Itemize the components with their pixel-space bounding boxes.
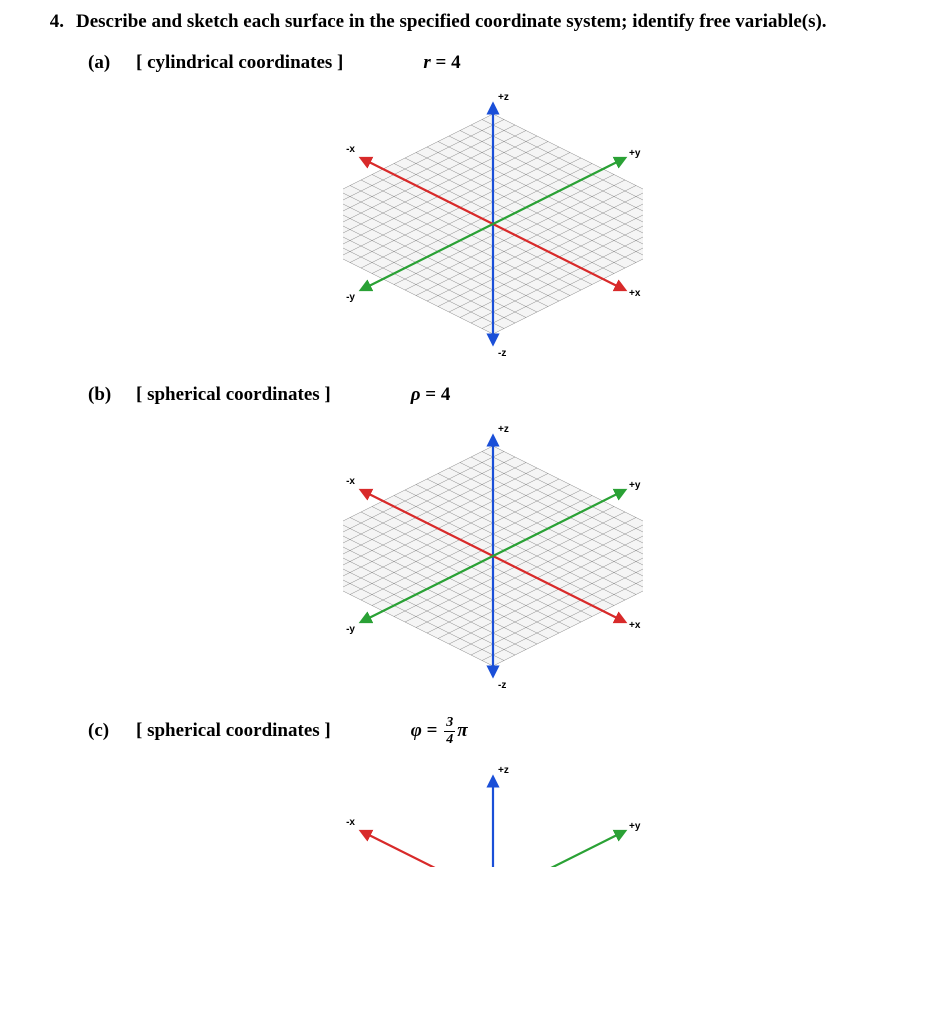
- axes-diagram-partial: +z -x +y: [343, 757, 643, 867]
- question-number: 4.: [40, 10, 76, 34]
- question-header: 4. Describe and sketch each surface in t…: [40, 10, 897, 34]
- svg-text:-z: -z: [498, 348, 506, 359]
- frac-numerator: 3: [444, 716, 455, 732]
- svg-text:+z: +z: [498, 424, 509, 435]
- part-c-axes: +z -x +y: [88, 757, 897, 867]
- axes-diagram: +z -x +y -z +x -y: [343, 416, 643, 696]
- part-c-equation: φ = 3 4 π: [411, 716, 468, 747]
- part-b-axes: +z -x +y -z +x -y: [88, 416, 897, 696]
- part-c-label: (c): [88, 720, 136, 742]
- svg-text:+z: +z: [498, 92, 509, 103]
- part-a-axes: +z -x +y -z +x -y: [88, 84, 897, 364]
- svg-text:-x: -x: [346, 476, 355, 487]
- svg-text:-z: -z: [498, 680, 506, 691]
- svg-text:-x: -x: [346, 144, 355, 155]
- frac-post: π: [457, 720, 467, 742]
- fraction: 3 4: [444, 716, 455, 747]
- part-b: (b) [ spherical coordinates ] ρ = 4 +z -x…: [88, 384, 897, 696]
- eq-rhs: = 4: [436, 52, 461, 74]
- svg-text:+y: +y: [629, 148, 641, 159]
- svg-text:-y: -y: [346, 624, 355, 635]
- svg-text:-x: -x: [346, 817, 355, 828]
- part-b-label: (b): [88, 384, 136, 406]
- eq-var: φ: [411, 720, 422, 742]
- frac-denominator: 4: [444, 732, 455, 747]
- svg-text:+y: +y: [629, 821, 641, 832]
- part-c-header: (c) [ spherical coordinates ] φ = 3 4 π: [88, 716, 897, 747]
- part-b-header: (b) [ spherical coordinates ] ρ = 4: [88, 384, 897, 406]
- part-a-label: (a): [88, 52, 136, 74]
- svg-text:+y: +y: [629, 480, 641, 491]
- part-a-header: (a) [ cylindrical coordinates ] r = 4: [88, 52, 897, 74]
- eq-rhs: = 4: [425, 384, 450, 406]
- eq-var: r: [423, 52, 430, 74]
- axes-diagram: +z -x +y -z +x -y: [343, 84, 643, 364]
- part-c: (c) [ spherical coordinates ] φ = 3 4 π …: [88, 716, 897, 867]
- question-prompt: Describe and sketch each surface in the …: [76, 10, 897, 34]
- svg-text:-y: -y: [346, 292, 355, 303]
- page: 4. Describe and sketch each surface in t…: [0, 0, 937, 867]
- svg-text:+x: +x: [629, 620, 641, 631]
- svg-text:+x: +x: [629, 288, 641, 299]
- part-b-equation: ρ = 4: [411, 384, 451, 406]
- eq-rhs: =: [427, 720, 438, 742]
- part-a-desc: [ cylindrical coordinates ]: [136, 52, 343, 74]
- part-b-desc: [ spherical coordinates ]: [136, 384, 331, 406]
- part-c-desc: [ spherical coordinates ]: [136, 720, 331, 742]
- part-a-equation: r = 4: [423, 52, 460, 74]
- eq-var: ρ: [411, 384, 421, 406]
- part-a: (a) [ cylindrical coordinates ] r = 4 +z…: [88, 52, 897, 364]
- svg-text:+z: +z: [498, 765, 509, 776]
